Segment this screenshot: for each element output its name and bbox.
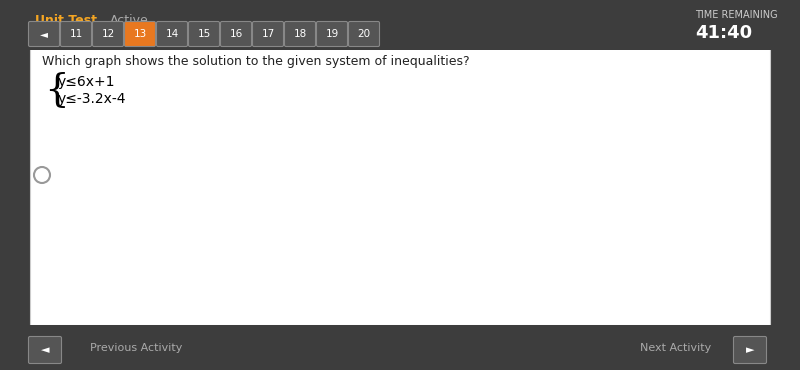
FancyBboxPatch shape bbox=[29, 21, 59, 47]
Text: {: { bbox=[44, 71, 69, 108]
Text: 12: 12 bbox=[102, 29, 114, 39]
Text: 13: 13 bbox=[134, 29, 146, 39]
Text: y≤6x+1: y≤6x+1 bbox=[58, 75, 115, 89]
FancyBboxPatch shape bbox=[125, 21, 155, 47]
FancyBboxPatch shape bbox=[157, 21, 187, 47]
Text: 14: 14 bbox=[166, 29, 178, 39]
FancyBboxPatch shape bbox=[734, 336, 766, 363]
Text: 16: 16 bbox=[230, 29, 242, 39]
Polygon shape bbox=[48, 56, 328, 327]
FancyBboxPatch shape bbox=[317, 21, 347, 47]
Text: ►: ► bbox=[746, 345, 754, 355]
Bar bbox=[0, 325, 800, 370]
FancyBboxPatch shape bbox=[349, 21, 379, 47]
Text: y≤-3.2x-4: y≤-3.2x-4 bbox=[58, 92, 126, 106]
Text: ◄: ◄ bbox=[40, 29, 48, 39]
FancyBboxPatch shape bbox=[285, 21, 315, 47]
Text: Next Activity: Next Activity bbox=[640, 343, 711, 353]
Text: 15: 15 bbox=[198, 29, 210, 39]
Text: 19: 19 bbox=[326, 29, 338, 39]
Text: Which graph shows the solution to the given system of inequalities?: Which graph shows the solution to the gi… bbox=[42, 56, 470, 68]
Text: 18: 18 bbox=[294, 29, 306, 39]
Bar bbox=[0, 0, 800, 50]
Text: 11: 11 bbox=[70, 29, 82, 39]
Text: y: y bbox=[188, 37, 194, 47]
Text: 41:40: 41:40 bbox=[695, 24, 752, 42]
Polygon shape bbox=[48, 56, 328, 327]
Text: TIME REMAINING: TIME REMAINING bbox=[695, 10, 778, 20]
FancyBboxPatch shape bbox=[221, 21, 251, 47]
Text: x: x bbox=[320, 193, 326, 203]
Text: Previous Activity: Previous Activity bbox=[90, 343, 182, 353]
FancyBboxPatch shape bbox=[29, 336, 62, 363]
FancyBboxPatch shape bbox=[253, 21, 283, 47]
Bar bbox=[30, 45, 770, 325]
FancyBboxPatch shape bbox=[61, 21, 91, 47]
Text: 20: 20 bbox=[358, 29, 370, 39]
Text: ◄: ◄ bbox=[41, 345, 50, 355]
FancyBboxPatch shape bbox=[189, 21, 219, 47]
Text: 17: 17 bbox=[262, 29, 274, 39]
Text: Unit Test: Unit Test bbox=[35, 13, 97, 27]
FancyBboxPatch shape bbox=[93, 21, 123, 47]
Text: Active: Active bbox=[110, 13, 149, 27]
